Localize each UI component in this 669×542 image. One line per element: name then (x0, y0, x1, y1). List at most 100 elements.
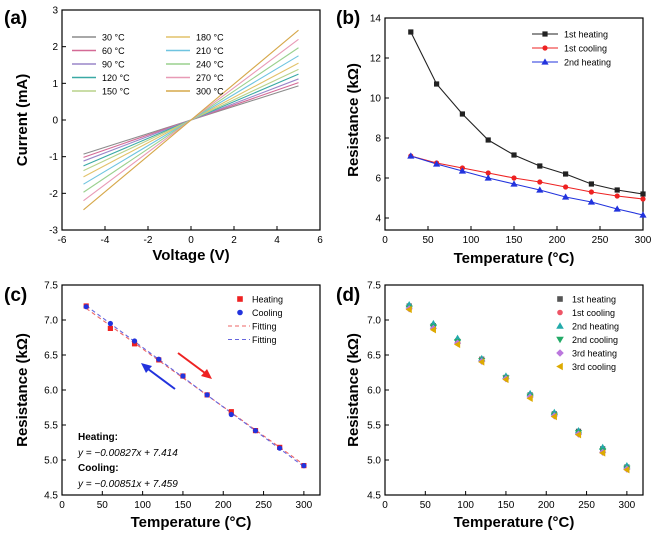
legend-label: 210 °C (196, 46, 224, 56)
x-tick-label: 50 (420, 500, 432, 511)
panel-a-ylabel: Current (mA) (14, 74, 31, 167)
y-tick-label: 7.5 (44, 281, 58, 292)
legend-label: 90 °C (102, 60, 125, 70)
data-point (563, 171, 569, 177)
y-tick-label: 14 (370, 14, 382, 25)
x-tick-label: 0 (188, 235, 194, 246)
panel-b-xlabel: Temperature (°C) (454, 250, 575, 267)
cooling-eq: y = −0.00851x + 7.459 (77, 479, 178, 490)
y-tick-label: 10 (370, 94, 382, 105)
x-tick-label: 150 (506, 235, 523, 246)
legend-label: 240 °C (196, 60, 224, 70)
x-tick-label: 150 (498, 500, 515, 511)
panel-b-ylabel: Resistance (kΩ) (345, 63, 362, 177)
data-point (301, 463, 307, 469)
series-line (410, 155, 644, 200)
data-point (459, 111, 465, 117)
legend-label: 1st heating (572, 295, 616, 305)
x-tick-label: 4 (274, 235, 280, 246)
panel-a-label: (a) (4, 8, 27, 29)
data-point (542, 31, 548, 37)
y-tick-label: 8 (375, 134, 381, 145)
x-tick-label: 50 (97, 500, 109, 511)
y-tick-label: 7.0 (44, 316, 58, 327)
legend-label: 120 °C (102, 73, 130, 83)
data-point (613, 205, 621, 212)
data-point (458, 167, 466, 174)
data-point (478, 358, 485, 366)
data-point (502, 375, 509, 384)
data-point (511, 175, 517, 181)
legend-label: 150 °C (102, 87, 130, 97)
y-tick-label: -3 (49, 226, 58, 237)
data-point (228, 411, 234, 418)
x-tick-label: 300 (619, 500, 636, 511)
panel-b-label: (b) (336, 8, 360, 29)
panel-a: (a) -6 -4 -2 0 2 4 6 -3 -2 -1 0 1 2 3 30 °C 60 °C 90 °C… (4, 6, 323, 265)
panel-b: (b) 0 50 100 150 200 250 300 4 6 8 10 12 14 1st heat… (336, 8, 652, 267)
cooling-arrow (143, 365, 176, 390)
legend-label: Cooling (252, 308, 283, 318)
data-point (277, 445, 283, 451)
data-point (131, 338, 138, 344)
y-tick-label: 5.5 (367, 421, 381, 432)
panel-b-ticks: 0 50 100 150 200 250 300 4 6 8 10 12 14 (370, 14, 652, 247)
x-tick-label: 100 (134, 500, 151, 511)
panel-c-plot (83, 303, 307, 469)
data-point (639, 211, 647, 218)
y-tick-label: 5.0 (44, 456, 58, 467)
x-tick-label: 250 (578, 500, 595, 511)
y-tick-label: 4.5 (44, 491, 58, 502)
y-tick-label: 6.0 (367, 386, 381, 397)
data-point (484, 174, 492, 181)
data-point (537, 179, 543, 185)
panel-c-ticks: 0 50 100 150 200 250 300 4.5 5.0 5.5 6.0 6.5 7.0 7.5 (44, 281, 313, 512)
data-point (542, 45, 548, 51)
panel-c-xlabel: Temperature (°C) (131, 514, 252, 531)
data-point (588, 181, 594, 187)
panel-d-xlabel: Temperature (°C) (454, 514, 575, 531)
legend-label: 2nd cooling (572, 335, 618, 345)
data-point (407, 152, 415, 159)
panel-d-ylabel: Resistance (kΩ) (345, 333, 362, 447)
panel-d-legend: 1st heating 1st cooling 2nd heating 2nd coo… (556, 295, 619, 372)
heating-arrowhead (201, 369, 212, 379)
data-point (180, 373, 186, 379)
cooling-eq-label: Cooling: (78, 463, 119, 474)
x-tick-label: 200 (538, 500, 555, 511)
data-point (83, 304, 89, 310)
data-point (557, 296, 563, 302)
y-tick-label: 5.0 (367, 456, 381, 467)
x-tick-label: 100 (463, 235, 480, 246)
data-point (511, 152, 517, 158)
panel-d-ticks: 0 50 100 150 200 250 300 4.5 5.0 5.5 6.0 6.5 7.0 7.5 (367, 281, 636, 512)
data-point (556, 336, 564, 344)
panel-c: (c) 0 50 100 150 200 250 300 4.5 5.0 5.5 6.0 6.5 7.0… (4, 281, 321, 531)
data-point (204, 392, 210, 398)
data-point (433, 160, 441, 167)
data-point (557, 309, 563, 316)
data-point (599, 449, 606, 457)
heating-eq-label: Heating: (78, 432, 118, 443)
x-tick-label: 2 (231, 235, 237, 246)
legend-label: 60 °C (102, 46, 125, 56)
y-tick-label: 7.0 (367, 316, 381, 327)
x-tick-label: 0 (59, 500, 65, 511)
data-point (510, 180, 518, 187)
legend-label: 1st heating (564, 30, 608, 40)
fit-line (85, 305, 305, 468)
x-tick-label: 200 (215, 500, 232, 511)
legend-label: 30 °C (102, 33, 125, 43)
data-point (537, 163, 543, 169)
data-point (107, 325, 113, 331)
data-point (408, 29, 414, 35)
data-point (536, 186, 544, 193)
panel-d-plot (405, 301, 631, 474)
y-tick-label: 7.5 (367, 281, 381, 292)
data-point (562, 193, 570, 200)
panel-c-ylabel: Resistance (kΩ) (14, 333, 31, 447)
data-point (614, 193, 620, 199)
legend-label: 180 °C (196, 33, 224, 43)
y-tick-label: 12 (370, 54, 382, 65)
